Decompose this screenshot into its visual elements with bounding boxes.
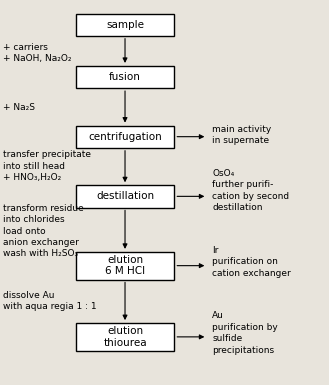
Text: Au
purification by
sulfide
precipitations: Au purification by sulfide precipitation… [212, 311, 278, 355]
Text: OsO₄
further purifi-
cation by second
destillation: OsO₄ further purifi- cation by second de… [212, 169, 289, 212]
FancyBboxPatch shape [76, 126, 174, 148]
FancyBboxPatch shape [76, 66, 174, 88]
Text: elution
thiourea: elution thiourea [103, 326, 147, 348]
Text: + carriers
+ NaOH, Na₂O₂: + carriers + NaOH, Na₂O₂ [3, 43, 72, 64]
Text: sample: sample [106, 20, 144, 30]
FancyBboxPatch shape [76, 252, 174, 280]
Text: dissolve Au
with aqua regia 1 : 1: dissolve Au with aqua regia 1 : 1 [3, 291, 97, 311]
Text: transfer precipitate
into still head
+ HNO₃,H₂O₂: transfer precipitate into still head + H… [3, 151, 91, 182]
Text: Ir
purification on
cation exchanger: Ir purification on cation exchanger [212, 246, 291, 278]
Text: main activity
in supernate: main activity in supernate [212, 124, 271, 145]
Text: transform residue
into chlorides
load onto
anion exchanger
wash with H₂SO₃: transform residue into chlorides load on… [3, 204, 84, 258]
Text: elution
6 M HCl: elution 6 M HCl [105, 255, 145, 276]
Text: + Na₂S: + Na₂S [3, 103, 35, 112]
Text: destillation: destillation [96, 191, 154, 201]
FancyBboxPatch shape [76, 14, 174, 36]
FancyBboxPatch shape [76, 323, 174, 351]
FancyBboxPatch shape [76, 185, 174, 208]
Text: fusion: fusion [109, 72, 141, 82]
Text: centrifugation: centrifugation [88, 132, 162, 142]
